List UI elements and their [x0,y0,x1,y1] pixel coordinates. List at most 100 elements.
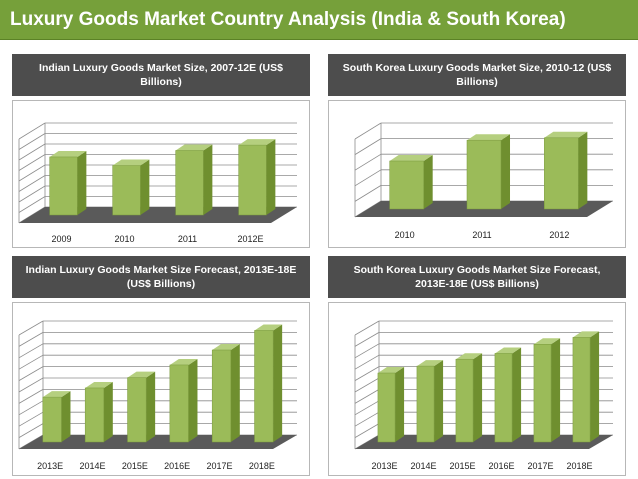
bar [544,137,579,210]
gridline-side [354,411,380,427]
gridline-side [354,343,380,359]
bar [211,349,232,443]
bar [127,377,147,443]
bar-side [590,331,600,442]
chart-1-plot: 2009 2010 2011 2012E [12,100,310,248]
x-tick-label: 2015E [449,461,475,471]
gridline-side [354,400,380,416]
bar [169,364,189,443]
bar [377,372,396,443]
gridline-side [18,185,46,203]
x-tick-label: 2013E [37,461,63,471]
x-tick-label: 2016E [488,461,514,471]
bar-top [494,347,522,354]
bar [494,353,513,443]
chart-4-plot: 2013E 2014E 2015E 2016E 2017E 2018E [328,302,626,476]
gridline-side [18,196,46,213]
gridline-side [354,332,380,347]
gridline-side [354,423,380,438]
x-tick-label: 2014E [410,461,436,471]
gridline-side [354,122,382,140]
chart-3-title: Indian Luxury Goods Market Size Forecast… [12,256,310,298]
x-tick-label: 2018E [566,461,592,471]
bar [572,337,591,443]
bar-top [169,358,198,365]
x-tick-label: 2011 [178,234,197,244]
gridline-side [18,411,44,427]
bar [455,358,474,443]
chart-1-title: Indian Luxury Goods Market Size, 2007-12… [12,54,310,96]
x-tick-label: 2010 [395,230,415,240]
bar-top [42,391,71,398]
x-tick-label: 2011 [472,230,491,240]
bar [533,344,552,443]
chart-floor [19,207,297,223]
x-tick-label: 2010 [114,234,134,244]
bar-side [512,347,522,442]
bar-side [103,381,113,442]
gridline-side [18,175,46,192]
gridline-side [18,400,44,416]
gridline-side [18,377,44,393]
chart-1-title-text: Indian Luxury Goods Market Size, 2007-12… [39,62,283,88]
bar-side [273,324,283,442]
gridline-side [18,343,44,359]
bar-side [578,131,588,209]
x-tick-label: 2017E [206,461,232,471]
gridline-side [18,143,46,161]
gridline-side [354,366,380,381]
chart-2-title: South Korea Luxury Goods Market Size, 20… [328,54,626,96]
bar-side [77,150,87,215]
bar-side [146,371,156,442]
x-tick-label: 2013E [371,461,397,471]
bar-side [395,367,405,442]
chart-2-plot: 2010 2011 2012 [328,100,626,248]
gridline-side [354,153,382,171]
x-tick-label: 2012 [549,230,569,240]
gridline-side [18,366,44,381]
gridline-side [354,320,380,336]
bar-side [203,144,213,215]
bar [466,139,502,210]
bar-side [140,159,150,215]
chart-3-svg: 2013E 2014E 2015E 2016E 2017E 2018E [18,320,297,471]
bar-top [377,367,405,373]
gridline-side [354,138,382,155]
gridline-side [18,332,44,347]
bar-top [238,139,276,146]
x-tick-label: 2017E [527,461,553,471]
bar-top [416,360,444,367]
bar-top [112,159,150,166]
bar-side [434,360,444,442]
bar [238,144,267,216]
gridline-side [354,354,380,370]
bar-top [254,324,283,331]
bar [49,156,78,216]
gridline-side [354,185,382,202]
gridline-side [18,164,46,182]
page-title: Luxury Goods Market Country Analysis (In… [0,0,638,40]
bar-side [551,338,561,442]
x-tick-label: 2014E [79,461,105,471]
bar [416,365,435,443]
bar-side [423,155,433,209]
x-tick-label: 2009 [51,234,71,244]
bar-top [85,381,113,388]
x-tick-label: 2012E [237,234,263,244]
gridline-side [18,320,44,336]
gridline-side [18,122,46,140]
gridline-side [18,154,46,171]
chart-3-title-text: Indian Luxury Goods Market Size Forecast… [25,264,297,290]
bar-side [230,344,240,442]
bar-top [466,134,511,141]
gridline-side [18,133,46,150]
gridline-side [354,377,380,393]
bar-side [266,139,276,215]
chart-4-svg: 2013E 2014E 2015E 2016E 2017E 2018E [354,320,613,471]
chart-4-title-text: South Korea Luxury Goods Market Size For… [353,264,601,290]
gridline-side [354,389,380,404]
bar-top [389,155,433,161]
bar-top [455,353,483,360]
bar-side [473,353,483,442]
bar-top [533,338,561,345]
